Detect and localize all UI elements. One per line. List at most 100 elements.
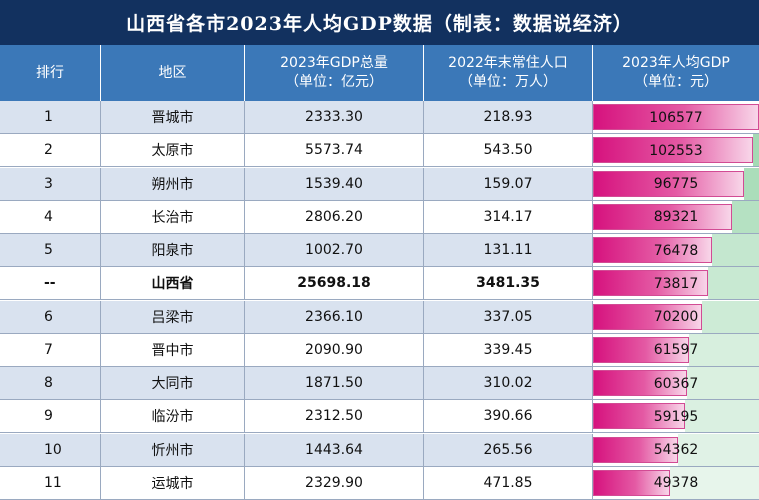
per-capita-cell: 73817 [593, 267, 759, 301]
rank-cell: 3 [0, 167, 101, 201]
per-capita-value: 106577 [649, 109, 703, 126]
population-cell: 131.11 [424, 234, 593, 267]
per-capita-value: 60367 [653, 375, 699, 392]
rank-cell: 10 [0, 433, 101, 467]
table-row: 9 临汾市 2312.50 390.66 59195 [0, 400, 759, 434]
gdp-cell: 5573.74 [245, 134, 424, 168]
color-scale-fill [744, 167, 759, 200]
region-cell: 太原市 [101, 134, 245, 168]
header-rank: 排行 [0, 45, 101, 101]
gdp-cell: 1443.64 [245, 433, 424, 467]
region-cell: 朔州市 [101, 167, 245, 201]
population-cell: 339.45 [424, 333, 593, 367]
color-scale-fill [732, 200, 759, 233]
gdp-cell: 25698.18 [245, 267, 424, 301]
per-capita-cell: 59195 [593, 400, 759, 434]
color-scale-fill [753, 134, 759, 167]
region-cell: 临汾市 [101, 400, 245, 434]
per-capita-cell: 54362 [593, 433, 759, 467]
header-gdp-unit: （单位：亿元） [285, 74, 383, 90]
rank-cell: 6 [0, 300, 101, 334]
per-capita-value: 102553 [649, 142, 703, 159]
gdp-cell: 2329.90 [245, 466, 424, 500]
per-capita-cell: 61597 [593, 333, 759, 367]
rank-cell: 5 [0, 234, 101, 267]
table-row: 10 忻州市 1443.64 265.56 54362 [0, 433, 759, 467]
population-cell: 471.85 [424, 466, 593, 500]
region-cell: 晋城市 [101, 101, 245, 134]
color-scale-fill [689, 333, 759, 366]
header-population-unit: （单位：万人） [459, 74, 557, 90]
per-capita-value: 70200 [653, 309, 699, 325]
data-bar [593, 270, 708, 297]
header-per-capita-label: 2023年人均GDP [622, 55, 730, 71]
per-capita-cell: 96775 [593, 167, 759, 201]
per-capita-value: 89321 [653, 209, 699, 226]
data-bar [593, 104, 759, 130]
per-capita-cell: 102553 [593, 134, 759, 168]
gdp-cell: 2806.20 [245, 200, 424, 234]
header-per-capita-unit: （单位：元） [634, 74, 718, 90]
header-gdp: 2023年GDP总量 （单位：亿元） [245, 45, 424, 101]
table-row: 4 长治市 2806.20 314.17 89321 [0, 200, 759, 234]
per-capita-value: 54362 [653, 442, 699, 458]
header-population-label: 2022年末常住人口 [448, 55, 568, 71]
data-bar [593, 336, 689, 363]
color-scale-fill [687, 367, 759, 399]
per-capita-value: 59195 [653, 408, 699, 425]
color-scale-fill [678, 433, 759, 466]
data-bar [593, 370, 687, 396]
gdp-cell: 1002.70 [245, 234, 424, 267]
population-cell: 390.66 [424, 400, 593, 434]
per-capita-cell: 76478 [593, 234, 759, 267]
region-cell: 大同市 [101, 367, 245, 400]
population-cell: 3481.35 [424, 267, 593, 301]
header-rank-label: 排行 [36, 64, 64, 81]
table-title: 山西省各市2023年人均GDP数据（制表：数据说经济） [0, 0, 759, 45]
per-capita-value: 73817 [653, 275, 699, 292]
color-scale-fill [702, 300, 759, 333]
data-bar [593, 237, 712, 263]
population-cell: 337.05 [424, 300, 593, 334]
region-cell: 忻州市 [101, 433, 245, 467]
gdp-cell: 2090.90 [245, 333, 424, 367]
table-body: 1 晋城市 2333.30 218.93 106577 2 太原市 5573.74 543.50… [0, 101, 759, 500]
table-row: 7 晋中市 2090.90 339.45 61597 [0, 333, 759, 367]
table-row: 1 晋城市 2333.30 218.93 106577 [0, 101, 759, 134]
data-bar [593, 436, 678, 463]
rank-cell: 1 [0, 101, 101, 134]
per-capita-cell: 106577 [593, 101, 759, 134]
population-cell: 314.17 [424, 200, 593, 234]
region-cell: 长治市 [101, 200, 245, 234]
per-capita-value: 76478 [653, 242, 699, 259]
population-cell: 265.56 [424, 433, 593, 467]
data-bar [593, 137, 753, 164]
table-row: 5 阳泉市 1002.70 131.11 76478 [0, 234, 759, 267]
rank-cell: 4 [0, 200, 101, 234]
per-capita-cell: 89321 [593, 200, 759, 234]
population-cell: 310.02 [424, 367, 593, 400]
header-region: 地区 [101, 45, 245, 101]
data-bar [593, 170, 744, 197]
per-capita-cell: 60367 [593, 367, 759, 400]
gdp-cell: 1871.50 [245, 367, 424, 400]
population-cell: 543.50 [424, 134, 593, 168]
per-capita-value: 49378 [653, 475, 699, 492]
data-bar [593, 469, 670, 496]
table-row: 3 朔州市 1539.40 159.07 96775 [0, 167, 759, 201]
region-cell: 吕梁市 [101, 300, 245, 334]
data-bar [593, 303, 702, 330]
color-scale-fill [685, 400, 759, 433]
table-row: 6 吕梁市 2366.10 337.05 70200 [0, 300, 759, 334]
gdp-cell: 2312.50 [245, 400, 424, 434]
rank-cell: 7 [0, 333, 101, 367]
data-bar [593, 203, 732, 230]
table-header-row: 排行 地区 2023年GDP总量 （单位：亿元） 2022年末常住人口 （单位：… [0, 45, 759, 101]
rank-cell: 11 [0, 466, 101, 500]
rank-cell: 9 [0, 400, 101, 434]
rank-cell: -- [0, 267, 101, 301]
per-capita-cell: 49378 [593, 466, 759, 500]
color-scale-fill [708, 267, 759, 300]
header-per-capita: 2023年人均GDP （单位：元） [593, 45, 759, 101]
